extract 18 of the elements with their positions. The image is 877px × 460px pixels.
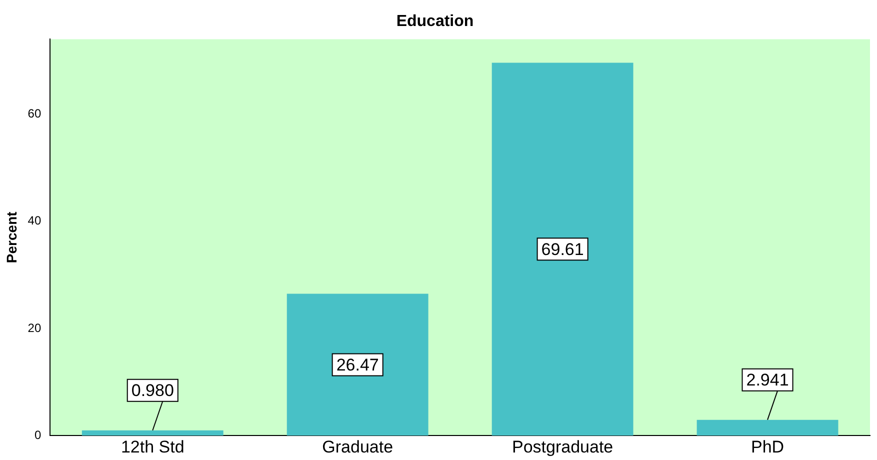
y-tick-label: 40 [28,214,42,228]
y-tick-label: 60 [28,106,42,121]
bar [82,430,224,436]
bar [696,420,838,436]
y-axis-title: Percent [3,211,20,264]
data-label: 0.980 [131,381,174,400]
data-label: 69.61 [541,240,584,259]
x-tick-label: PhD [750,437,784,456]
y-tick-label: 20 [28,320,42,335]
x-tick-label: Graduate [322,437,394,456]
data-label: 2.941 [746,370,789,390]
data-label: 26.47 [336,355,379,374]
bar [286,294,428,436]
x-tick-label: Postgraduate [512,437,614,456]
bar [492,62,634,436]
y-tick-label: 0 [34,428,42,442]
chart-title: Education [396,13,474,30]
x-tick-label: 12th Std [120,437,184,456]
